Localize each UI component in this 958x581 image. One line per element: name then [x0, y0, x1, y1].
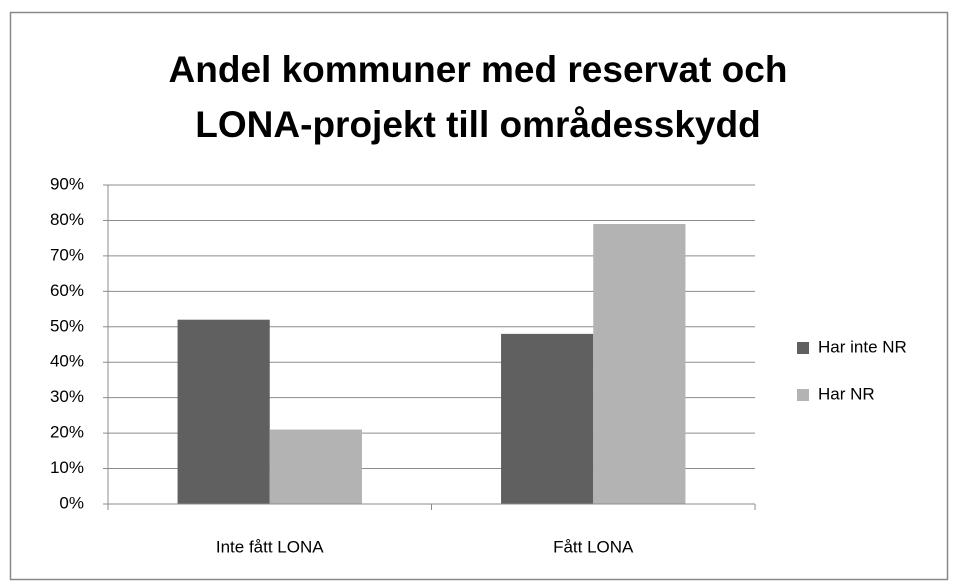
chart-title: LONA-projekt till områdesskydd — [195, 104, 760, 145]
y-tick-label: 80% — [50, 210, 84, 229]
bar — [177, 319, 270, 504]
legend-label: Har inte NR — [818, 337, 907, 356]
y-tick-label: 20% — [50, 423, 84, 442]
y-tick-label: 10% — [50, 458, 84, 477]
chart-title: Andel kommuner med reservat och — [169, 49, 788, 90]
bar — [269, 429, 362, 504]
y-tick-label: 40% — [50, 352, 84, 371]
y-tick-label: 60% — [50, 281, 84, 300]
y-tick-label: 50% — [50, 316, 84, 335]
y-tick-label: 90% — [50, 174, 84, 193]
y-tick-label: 0% — [59, 493, 84, 512]
legend-swatch — [797, 389, 809, 401]
y-tick-label: 30% — [50, 387, 84, 406]
y-tick-label: 70% — [50, 245, 84, 264]
bar — [501, 333, 594, 504]
x-tick-label: Inte fått LONA — [216, 537, 324, 556]
legend-swatch — [797, 342, 809, 354]
x-tick-label: Fått LONA — [553, 537, 634, 556]
legend-label: Har NR — [818, 384, 875, 403]
chart-frame — [9, 11, 949, 581]
bar — [593, 223, 686, 504]
